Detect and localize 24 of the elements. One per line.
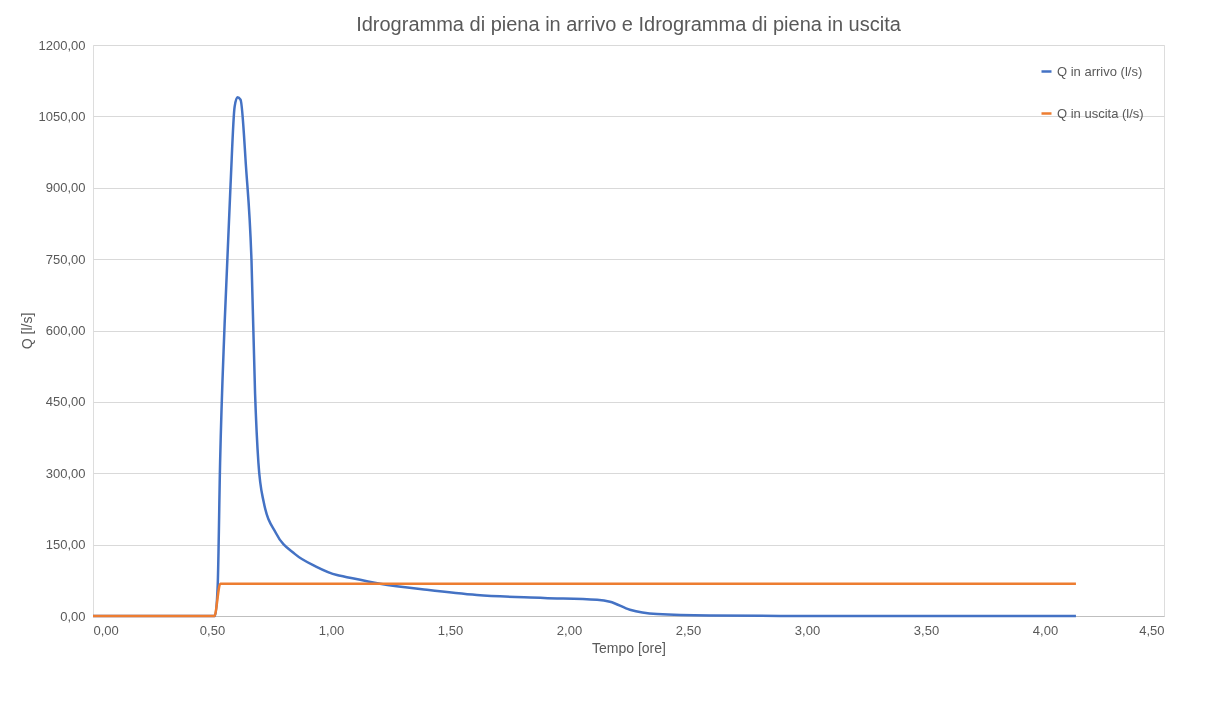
x-tick-label: 4,50 (1139, 622, 1165, 638)
y-tick-label: 150,00 (45, 537, 86, 553)
x-tick-label: 0,50 (199, 622, 226, 638)
legend-label: Q in uscita (l/s) (1057, 105, 1144, 121)
x-tick-label: 2,50 (675, 622, 702, 638)
y-tick-label: 900,00 (45, 180, 86, 196)
y-tick-label: 450,00 (45, 394, 86, 410)
x-tick-label: 4,00 (1032, 622, 1059, 638)
x-tick-label: 0,00 (93, 622, 119, 638)
y-axis-title: Q [l/s] (18, 312, 35, 350)
y-tick-label: 1200,00 (38, 37, 86, 53)
y-tick-label: 750,00 (45, 251, 86, 267)
x-tick-label: 1,50 (437, 622, 464, 638)
y-tick-label: 0,00 (60, 608, 86, 624)
y-tick-label: 1050,00 (38, 108, 86, 124)
y-tick-label: 600,00 (45, 323, 86, 338)
y-tick-label: 300,00 (45, 465, 86, 481)
legend-label: Q in arrivo (l/s) (1057, 63, 1143, 79)
chart-title: Idrogramma di piena in arrivo e Idrogramma di piena in uscita (356, 13, 902, 35)
x-tick-label: 3,00 (794, 622, 821, 638)
x-tick-label: 1,00 (318, 622, 345, 638)
x-tick-label: 2,00 (556, 622, 583, 638)
x-tick-label: 3,50 (913, 622, 940, 638)
x-axis-title: Tempo [ore] (592, 639, 666, 656)
